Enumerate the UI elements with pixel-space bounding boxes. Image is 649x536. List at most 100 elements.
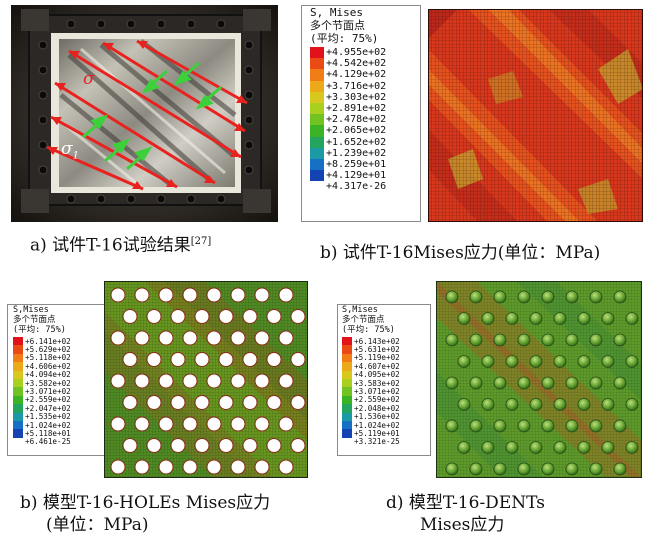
legend-value: +5.631e+02 xyxy=(354,345,400,355)
legend-swatch xyxy=(310,58,324,70)
plate-hole xyxy=(254,416,270,432)
plate-dent xyxy=(493,333,507,347)
tension-arrows xyxy=(46,39,248,191)
contour-plot-b xyxy=(428,9,643,222)
legend-value: +2.559e+02 xyxy=(25,395,71,405)
plate-hole xyxy=(158,459,174,475)
plate-hole xyxy=(242,395,258,410)
legend-swatch xyxy=(310,136,324,148)
plate-dent xyxy=(469,290,483,304)
plate-hole xyxy=(290,352,306,367)
plate-dent xyxy=(553,355,567,368)
legend-value: +4.606e+02 xyxy=(25,361,71,371)
legend-value: +2.559e+02 xyxy=(354,395,400,405)
legend-row: +6.143e+02 xyxy=(338,336,430,346)
caption-b: b) 试件T-16Mises应力(单位：MPa) xyxy=(320,243,601,263)
legend-value: +1.239e+02 xyxy=(326,147,387,159)
legend-header-line: 多个节面点 xyxy=(310,19,365,32)
plate-hole xyxy=(278,416,294,432)
plate-dent xyxy=(445,462,459,476)
plate-hole xyxy=(254,373,270,389)
plate-hole xyxy=(134,459,150,475)
legend-row: +1.536e+02 xyxy=(338,412,430,421)
legend-value: +4.955e+02 xyxy=(326,47,387,59)
caption-c-line1: b) 模型T-16-HOLEs Mises应力 xyxy=(20,493,271,513)
plate-hole xyxy=(206,330,222,346)
legend-header-line: S, Mises xyxy=(310,6,363,19)
plate-dent xyxy=(577,355,591,368)
plate-hole xyxy=(218,395,234,410)
legend-panel-b: S, Mises 多个节面点 (平均: 75%) +4.955e+02 +4.542e+… xyxy=(301,5,421,222)
legend-value: +5.119e+01 xyxy=(354,429,400,438)
legend-swatch xyxy=(13,420,23,430)
plate-dent xyxy=(529,355,543,368)
plate-dent xyxy=(601,441,615,454)
legend-row: +4.094e+02 xyxy=(8,370,110,379)
legend-swatch xyxy=(342,353,352,363)
legend-swatch xyxy=(342,429,352,438)
contour-plot-c xyxy=(104,281,308,478)
plate-hole xyxy=(146,352,162,367)
plate-hole xyxy=(278,373,294,389)
legend-swatch xyxy=(310,69,324,81)
plate-dent xyxy=(589,290,603,304)
legend-swatch xyxy=(342,370,352,379)
plate-hole xyxy=(122,395,138,410)
plate-dent xyxy=(589,462,603,476)
legend-row: +1.024e+02 xyxy=(8,420,110,430)
legend-value: +1.535e+02 xyxy=(25,412,71,422)
legend-row: +6.461e-25 xyxy=(8,437,110,446)
legend-value: +5.118e+01 xyxy=(25,429,71,438)
legend-value: +6.143e+02 xyxy=(354,336,400,346)
legend-row: +5.631e+02 xyxy=(338,345,430,355)
legend-swatch xyxy=(13,370,23,379)
plate-dent xyxy=(469,419,483,433)
plate-hole xyxy=(206,287,222,303)
plate-hole xyxy=(242,309,258,324)
plate-dent xyxy=(529,441,543,454)
plate-hole xyxy=(158,373,174,389)
plate-hole xyxy=(278,459,294,475)
plate-hole xyxy=(134,373,150,389)
legend-row: +1.239e+02 xyxy=(302,147,420,159)
legend-row: +6.141e+02 xyxy=(8,337,110,346)
caption-a: a) 试件T-16试验结果[27] xyxy=(30,235,212,256)
legend-value: +8.259e+01 xyxy=(326,158,387,170)
sigma1-label: σ xyxy=(83,69,95,89)
plate-dent xyxy=(493,376,507,390)
legend-value: +2.891e+02 xyxy=(326,103,387,115)
plate-hole xyxy=(206,459,222,475)
plate-dent xyxy=(601,398,615,411)
plate-dent xyxy=(517,290,531,304)
legend-swatch xyxy=(13,395,23,405)
plate-dent xyxy=(481,312,495,325)
plate-hole xyxy=(194,438,210,453)
contour-plot-d xyxy=(436,281,642,478)
plate-hole xyxy=(182,287,198,303)
legend-value: +2.048e+02 xyxy=(354,403,400,413)
plate-hole xyxy=(206,416,222,432)
plate-hole xyxy=(170,438,186,453)
plate-dent xyxy=(481,355,495,368)
legend-row: +4.317e-26 xyxy=(302,181,420,192)
legend-value: +3.716e+02 xyxy=(326,80,387,92)
plate-hole xyxy=(134,416,150,432)
legend-swatch xyxy=(342,404,352,413)
plate-dent xyxy=(445,333,459,347)
plate-hole xyxy=(182,373,198,389)
plate-dent xyxy=(517,333,531,347)
plate-hole xyxy=(230,459,246,475)
plate-hole xyxy=(182,459,198,475)
plate-hole xyxy=(122,438,138,453)
legend-swatch xyxy=(342,337,352,346)
plate-hole xyxy=(230,287,246,303)
plate-hole xyxy=(110,416,126,432)
plate-hole xyxy=(146,309,162,324)
legend-row: +3.303e+02 xyxy=(302,91,420,103)
plate-dent xyxy=(541,419,555,433)
plate-hole xyxy=(254,330,270,346)
plate-hole xyxy=(134,287,150,303)
legend-header-line: S,Mises xyxy=(13,305,49,315)
plate-dent xyxy=(601,355,615,368)
plate-dent xyxy=(457,398,471,411)
